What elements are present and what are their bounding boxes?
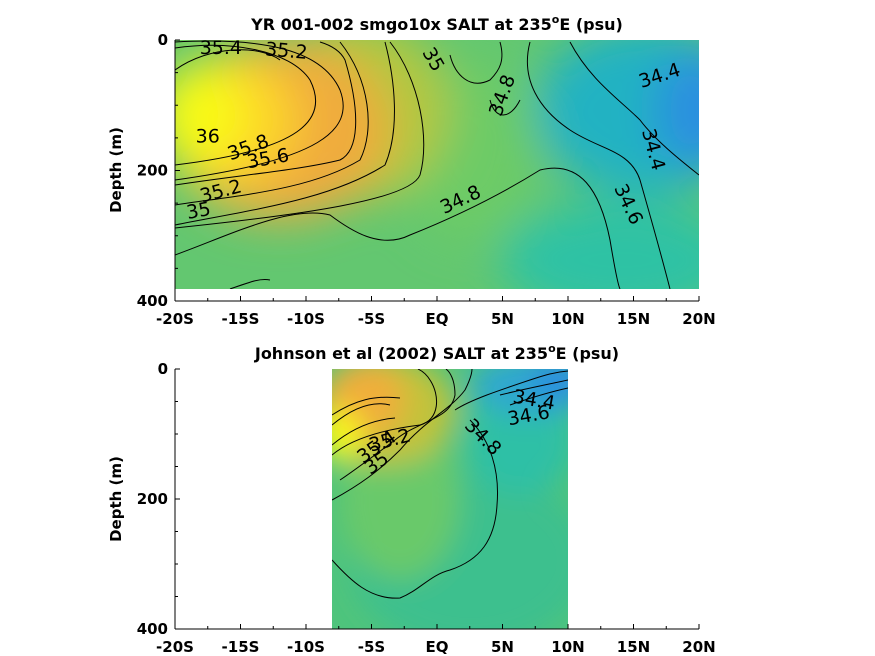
x-tick-label: -20S [156, 310, 194, 328]
bottom-chart-title: Johnson et al (2002) SALT at 235oE (psu) [254, 342, 619, 363]
x-tick-label: -20S [156, 638, 194, 656]
x-tick-label: 15N [617, 638, 650, 656]
x-tick-label: -10S [287, 638, 325, 656]
x-tick-label: 5N [491, 638, 514, 656]
x-tick-label: 20N [682, 310, 715, 328]
x-tick-label: 15N [617, 310, 650, 328]
x-tick-label: 5N [491, 310, 514, 328]
contour-label: 35.2 [264, 38, 308, 64]
x-tick-label: 10N [551, 638, 584, 656]
bottom-chart: Johnson et al (2002) SALT at 235oE (psu) [107, 342, 716, 656]
contour-label: 36 [196, 126, 220, 148]
top-chart-title: YR 001-002 smgo10x SALT at 235oE (psu) [250, 13, 623, 34]
x-tick-label: EQ [426, 638, 449, 656]
bottom-salinity-field [332, 369, 568, 629]
bottom-axes: -20S -15S -10S -5S EQ 5N 10N 15N 20N 0 200 400 [137, 360, 716, 656]
x-tick-label: -15S [222, 310, 260, 328]
y-tick-label: 0 [158, 31, 168, 49]
x-tick-label: 10N [551, 310, 584, 328]
bottom-y-axis-label: Depth (m) [107, 456, 125, 542]
x-tick-label: -15S [222, 638, 260, 656]
top-y-axis-label: Depth (m) [107, 127, 125, 213]
x-tick-label: 20N [682, 638, 715, 656]
contour-label: 35 [185, 198, 213, 224]
contour-label: 35.4 [200, 37, 242, 59]
x-tick-label: -5S [358, 310, 385, 328]
top-salinity-field [175, 40, 699, 289]
top-axes: -20S -15S -10S -5S EQ 5N 10N 15N 20N 0 200 400 [137, 31, 716, 328]
x-tick-label: EQ [426, 310, 449, 328]
y-tick-label: 200 [137, 162, 168, 180]
x-tick-label: -10S [287, 310, 325, 328]
y-tick-label: 400 [137, 620, 168, 638]
y-tick-label: 400 [137, 292, 168, 310]
top-chart: YR 001-002 smgo10x SALT at 235oE (psu) [107, 13, 716, 328]
x-tick-label: -5S [358, 638, 385, 656]
y-tick-label: 0 [158, 360, 168, 378]
y-tick-label: 200 [137, 490, 168, 508]
